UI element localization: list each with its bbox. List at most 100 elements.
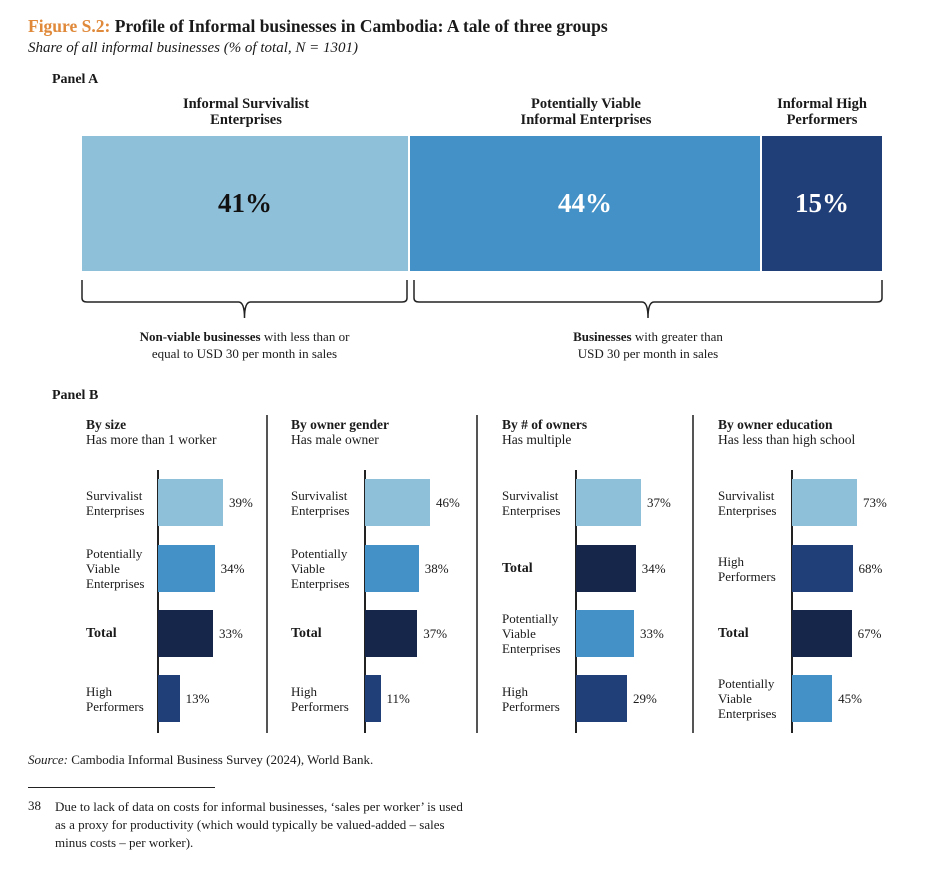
category-label-text: High Performers [502,684,560,714]
category-line: Potentially [718,676,775,691]
category-label: Total [86,610,117,657]
bar-axis [364,470,366,733]
category-line: High [291,683,317,699]
category-label: Potentially Viable Enterprises [291,545,349,592]
category-line: Potentially [86,546,143,561]
category-label: High Performers [86,675,144,722]
small-chart-title: By size [86,417,127,432]
category-label: Potentially Viable Enterprises [718,675,776,722]
category-line: Viable [86,561,120,576]
category-line: Survivalist [718,487,775,503]
bar-high [158,675,180,722]
value-label-viable: 33% [639,625,664,641]
panel-a-value-viable: 44% [410,136,760,271]
category-label: Total [718,610,749,657]
panel-a-label: Panel A [52,72,99,87]
value-label-high: 68% [858,560,883,576]
category-line: Enterprises [291,576,350,591]
category-label: Survivalist Enterprises [718,479,776,526]
bar-viable [792,675,833,722]
category-line: Enterprises [718,502,777,518]
bar-axis [575,470,577,733]
category-label-text: Survivalist Enterprises [291,488,349,518]
value-label-high: 11% [386,690,410,706]
source-note: Source: Cambodia Informal Business Surve… [28,752,373,768]
small-chart-title: By # of owners [502,417,588,432]
bar-viable [365,545,419,592]
value-label-total: 37% [423,625,448,641]
brace-label-line2: USD 30 per month in sales [577,346,719,361]
figure-title-text: Profile of Informal businesses in Cambod… [110,16,608,36]
category-line: Performers [86,698,144,714]
value-label-total: 33% [219,625,243,641]
brace-1 [413,280,883,319]
category-label-text: Survivalist Enterprises [718,488,776,518]
category-line: High [86,683,112,699]
panel-divider [476,415,478,733]
panel-divider [692,415,694,733]
footnote-text: Due to lack of data on costs for informa… [55,799,463,850]
category-label-text: Potentially Viable Enterprises [718,676,776,721]
category-line: Potentially Viable [531,96,641,112]
value-label-viable: 34% [220,560,245,576]
category-line: Performers [502,698,560,714]
bar-axis [157,470,159,733]
value-label-survivalist: 46% [436,494,460,510]
category-line: Potentially [502,611,559,626]
category-label-text: High Performers [718,554,776,584]
category-label-text: Survivalist Enterprises [502,488,560,518]
small-chart-subtitle: Has multiple [502,432,572,447]
small-chart-title: By owner education [718,417,833,432]
category-line: Informal Enterprises [520,112,652,128]
category-line: Enterprises [86,576,145,591]
category-label-text: Total [86,626,117,641]
category-line: Performers [718,568,776,584]
panel-a-category-viable: Potentially Viable Informal Enterprises [410,96,762,128]
category-line: Viable [502,626,536,641]
category-label: Total [502,545,533,592]
figure-subtitle: Share of all informal businesses (% of t… [28,40,358,56]
value-label-high: 13% [185,690,210,706]
category-line: High [718,553,744,569]
category-line: Performers [786,112,858,128]
category-line: Enterprises [291,502,350,518]
brace-label-0: Non-viable businesses with less than or e… [95,328,395,362]
brace-label-bold: Businesses [573,329,632,344]
figure-title: Figure S.2: Profile of Informal business… [28,16,608,37]
panel-a-category-high: Informal High Performers [762,96,882,128]
brace-label-line2: equal to USD 30 per month in sales [151,346,338,361]
panel-divider [266,415,268,733]
value-label-survivalist: 73% [863,494,887,510]
bar-viable [158,545,215,592]
category-line: Potentially [291,546,348,561]
bar-viable [576,610,634,657]
value-label-viable: 45% [838,690,862,706]
category-label: Survivalist Enterprises [86,479,144,526]
brace-label-rest: with less than or [260,329,350,344]
bar-high [576,675,627,722]
brace-label-bold: Non-viable businesses [139,329,261,344]
source-text: Cambodia Informal Business Survey (2024)… [67,752,374,767]
category-line: Total [291,626,322,641]
figure-label: Figure S.2: [28,16,111,36]
panel-a-category-survivalist: Informal Survivalist Enterprises [82,96,410,128]
bar-total [792,610,852,657]
bar-survivalist [158,479,223,526]
value-label-total: 67% [857,625,882,641]
source-label: Source: [28,752,68,767]
value-label-total: 34% [641,560,666,576]
bar-high [792,545,853,592]
panel-b-label: Panel B [52,388,99,403]
category-label: Potentially Viable Enterprises [86,545,144,592]
small-chart-title: By owner gender [291,417,389,432]
category-line: Enterprises [210,112,282,128]
value-label-viable: 38% [424,560,449,576]
bar-survivalist [576,479,641,526]
category-line: Viable [291,561,325,576]
category-line: Performers [291,698,349,714]
bar-survivalist [365,479,430,526]
bar-total [365,610,418,657]
bar-total [158,610,213,657]
category-line: Total [86,626,117,641]
category-label: Potentially Viable Enterprises [502,610,560,657]
